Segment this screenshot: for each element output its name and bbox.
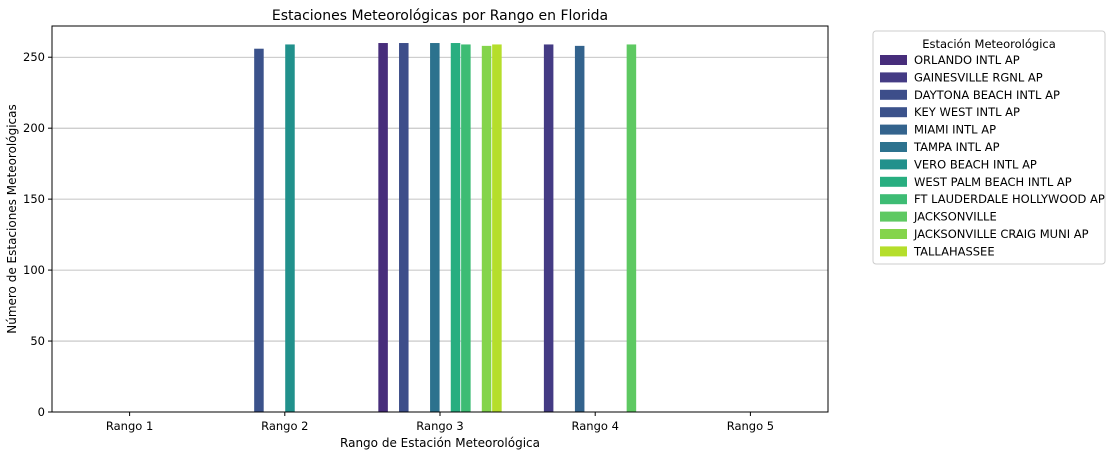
- legend-swatch: [880, 89, 907, 100]
- legend-label: TAMPA INTL AP: [913, 140, 1000, 154]
- plot-frame: [51, 25, 829, 413]
- legend-label: KEY WEST INTL AP: [914, 105, 1020, 119]
- legend-label: JACKSONVILLE: [913, 210, 997, 224]
- legend-swatch: [880, 124, 907, 135]
- legend-swatch: [880, 72, 907, 83]
- x-tick-label: Rango 3: [416, 419, 463, 433]
- legend-label: JACKSONVILLE CRAIG MUNI AP: [913, 227, 1089, 241]
- legend-frame: [872, 30, 1106, 265]
- y-tick-label: 150: [23, 192, 45, 206]
- bar: [254, 48, 264, 413]
- x-tick-label: Rango 5: [727, 419, 774, 433]
- legend-swatch: [880, 211, 907, 222]
- x-tick-label: Rango 4: [572, 419, 619, 433]
- legend-swatch: [880, 142, 907, 152]
- y-gridlines: [52, 56, 828, 342]
- bar: [481, 45, 492, 412]
- y-axis-ticks: 0 50 100 150 200 250: [23, 50, 52, 419]
- bar: [626, 44, 637, 413]
- x-tick-label: Rango 1: [106, 419, 153, 433]
- y-axis-label: Número de Estaciones Meteorológicas: [5, 104, 19, 334]
- y-tick-label: 250: [23, 50, 45, 64]
- y-tick-label: 50: [30, 334, 45, 348]
- legend-label: DAYTONA BEACH INTL AP: [914, 88, 1060, 102]
- y-tick-label: 200: [23, 121, 45, 135]
- bar: [430, 43, 440, 412]
- legend-swatch: [880, 107, 907, 118]
- legend-swatch: [880, 246, 907, 257]
- bar: [285, 44, 295, 413]
- bar: [450, 43, 461, 412]
- legend-label: FT LAUDERDALE HOLLYWOOD AP: [914, 192, 1105, 206]
- x-axis-ticks: Rango 1 Rango 2 Rango 3 Rango 4 Rango 5: [106, 412, 774, 433]
- legend-swatch: [880, 55, 907, 65]
- legend-title: Estación Meteorológica: [922, 37, 1056, 51]
- legend-swatch: [880, 159, 907, 170]
- legend: Estación Meteorológica ORLANDO INTL AP GA…: [872, 30, 1106, 265]
- legend-swatch: [880, 194, 907, 205]
- bars: [254, 43, 637, 413]
- bar: [378, 43, 388, 412]
- legend-label: VERO BEACH INTL AP: [914, 157, 1037, 171]
- legend-label: GAINESVILLE RGNL AP: [914, 70, 1043, 84]
- bar: [461, 44, 471, 413]
- legend-label: MIAMI INTL AP: [914, 123, 996, 137]
- y-tick-label: 0: [38, 405, 45, 419]
- bar: [492, 44, 502, 413]
- legend-label: TALLAHASSEE: [913, 244, 995, 258]
- y-tick-label: 100: [23, 263, 45, 277]
- x-tick-label: Rango 2: [261, 419, 308, 433]
- legend-label: ORLANDO INTL AP: [914, 53, 1020, 67]
- bar: [543, 44, 554, 413]
- bar: [399, 43, 409, 412]
- legend-label: WEST PALM BEACH INTL AP: [914, 175, 1072, 189]
- x-axis-label: Rango de Estación Meteorológica: [340, 436, 540, 450]
- legend-swatch: [880, 229, 907, 239]
- legend-items: ORLANDO INTL AP GAINESVILLE RGNL AP DAYTON…: [880, 53, 1105, 258]
- legend-swatch: [880, 176, 907, 187]
- chart-title: Estaciones Meteorológicas por Rango en F…: [272, 8, 608, 24]
- bar: [574, 45, 585, 412]
